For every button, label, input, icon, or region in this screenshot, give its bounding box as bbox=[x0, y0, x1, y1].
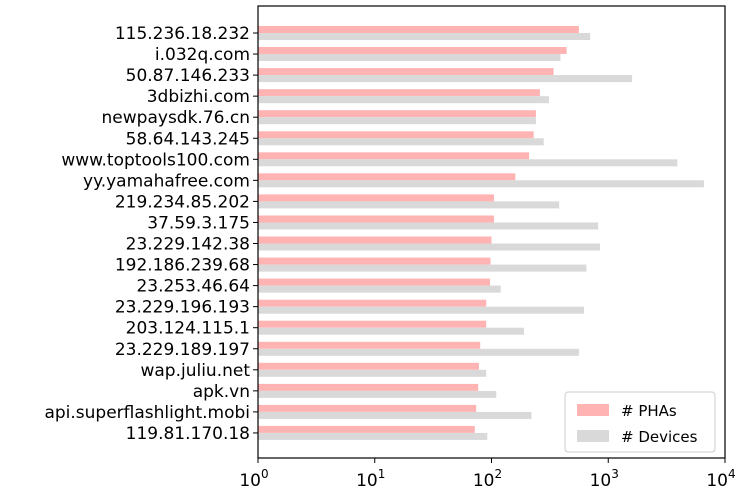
category-label: 37.59.3.175 bbox=[147, 213, 250, 233]
bar-devices bbox=[258, 390, 497, 398]
x-tick-label: 104 bbox=[706, 467, 735, 491]
bar-devices bbox=[258, 285, 501, 293]
bar-phas bbox=[258, 404, 477, 412]
bar-phas bbox=[258, 131, 534, 139]
bar-phas bbox=[258, 320, 487, 328]
bar-devices bbox=[258, 306, 584, 314]
category-label: 119.81.170.18 bbox=[126, 424, 250, 444]
bar-phas bbox=[258, 89, 540, 97]
category-label: 219.234.85.202 bbox=[115, 192, 250, 212]
bar-phas bbox=[258, 299, 487, 307]
legend-label-devices: # Devices bbox=[621, 428, 698, 446]
legend-label-phas: # PHAs bbox=[621, 402, 677, 420]
category-label: 23.229.142.38 bbox=[126, 235, 250, 255]
bar-devices bbox=[258, 138, 544, 146]
category-label: 50.87.146.233 bbox=[126, 66, 250, 86]
bar-phas bbox=[258, 236, 492, 244]
x-axis: 100 101 102 103 104 bbox=[239, 458, 736, 491]
bar-phas bbox=[258, 278, 490, 286]
category-label: 23.229.189.197 bbox=[115, 340, 250, 360]
category-label: wap.juliu.net bbox=[140, 361, 250, 381]
x-tick-label: 102 bbox=[473, 467, 502, 491]
bar-devices bbox=[258, 96, 549, 104]
bar-devices bbox=[258, 432, 488, 440]
category-label: 203.124.115.1 bbox=[126, 319, 250, 339]
category-label: 115.236.18.232 bbox=[115, 24, 250, 44]
bar-phas bbox=[258, 383, 479, 391]
category-label: api.superflashlight.mobi bbox=[44, 403, 250, 423]
bar-phas bbox=[258, 110, 536, 118]
bar-phas bbox=[258, 194, 494, 202]
bar-phas bbox=[258, 47, 567, 54]
bar-phas bbox=[258, 68, 554, 76]
bar-devices bbox=[258, 54, 561, 61]
category-label: i.032q.com bbox=[155, 45, 250, 65]
category-labels: 115.236.18.232i.032q.com50.87.146.2333db… bbox=[44, 24, 250, 444]
x-tick-label: 100 bbox=[239, 467, 268, 491]
legend: # PHAs # Devices bbox=[564, 391, 716, 453]
bar-devices bbox=[258, 348, 579, 356]
category-label: apk.vn bbox=[193, 382, 250, 402]
bar-phas bbox=[258, 257, 491, 265]
x-tick-label: 103 bbox=[590, 467, 619, 491]
category-label: 192.186.239.68 bbox=[115, 256, 250, 276]
bar-devices bbox=[258, 222, 599, 230]
bar-devices bbox=[258, 201, 560, 209]
bar-devices bbox=[258, 243, 600, 251]
bar-phas bbox=[258, 425, 475, 433]
bar-devices bbox=[258, 180, 704, 188]
bar-devices bbox=[258, 117, 536, 125]
category-label: newpaysdk.76.cn bbox=[102, 108, 250, 128]
bar-devices bbox=[258, 75, 633, 83]
bar-devices bbox=[258, 159, 678, 167]
bar-devices bbox=[258, 33, 591, 40]
bar-devices bbox=[258, 264, 587, 272]
category-label: 23.253.46.64 bbox=[136, 277, 250, 297]
category-label: www.toptools100.com bbox=[61, 150, 250, 170]
category-label: 58.64.143.245 bbox=[126, 129, 250, 149]
bar-phas bbox=[258, 215, 494, 223]
bar-devices bbox=[258, 411, 532, 419]
bar-phas bbox=[258, 341, 481, 349]
bar-phas bbox=[258, 26, 579, 33]
category-label: 3dbizhi.com bbox=[147, 87, 250, 107]
plot-frame bbox=[257, 5, 726, 459]
legend-swatch-phas bbox=[577, 404, 609, 416]
bar-devices bbox=[258, 327, 524, 335]
category-label: yy.yamahafree.com bbox=[83, 171, 250, 191]
bar-phas bbox=[258, 173, 516, 181]
category-label: 23.229.196.193 bbox=[115, 298, 250, 318]
x-tick-label: 101 bbox=[356, 467, 385, 491]
bar-phas bbox=[258, 362, 479, 370]
legend-swatch-devices bbox=[577, 430, 609, 442]
bars-group bbox=[253, 26, 704, 440]
bar-phas bbox=[258, 152, 530, 160]
bar-devices bbox=[258, 369, 487, 377]
